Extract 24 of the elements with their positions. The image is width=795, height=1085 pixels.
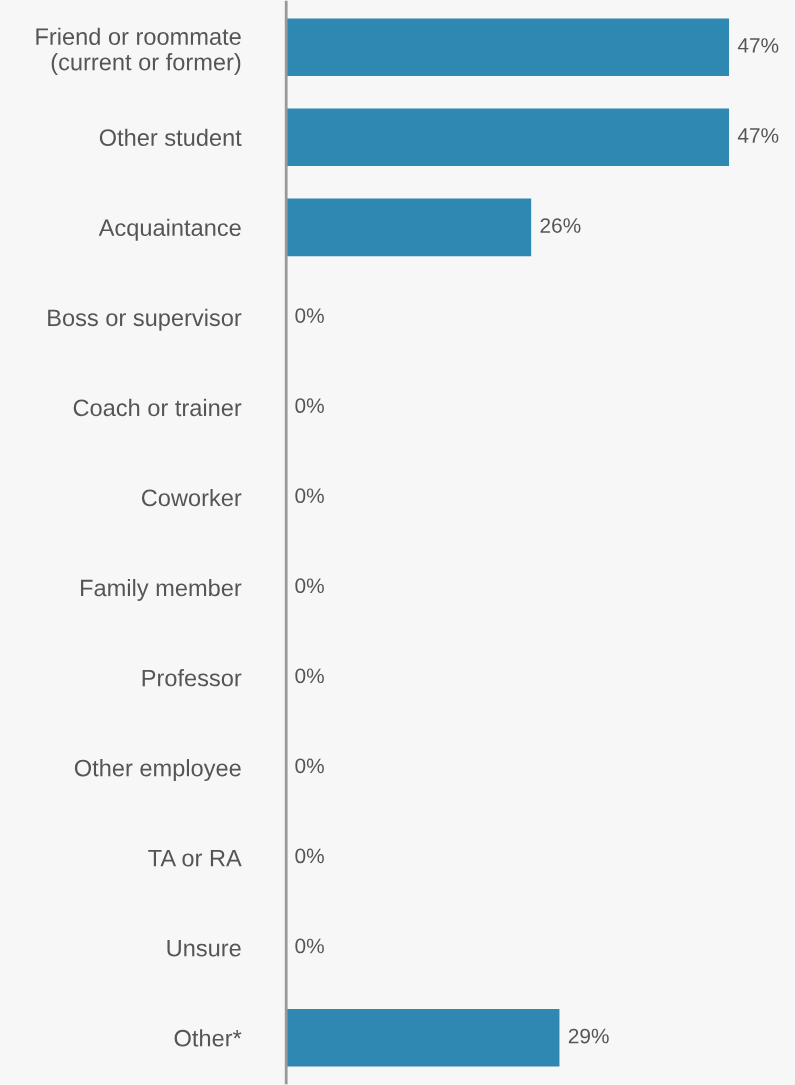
y-tick-label: Coworker <box>141 488 242 507</box>
data-label: 47% <box>737 38 779 53</box>
y-tick-label: Other* <box>174 1029 242 1047</box>
data-label: 0% <box>295 668 324 684</box>
data-label: 0% <box>295 308 324 323</box>
y-tick-label: TA or RA <box>148 850 242 867</box>
data-label: 0% <box>295 398 324 414</box>
y-tick-label: Other student <box>99 128 242 147</box>
y-tick-label: Acquaintance <box>98 218 241 241</box>
data-label: 0% <box>295 578 324 594</box>
data-label: 0% <box>295 488 324 504</box>
data-label: 47% <box>737 128 779 143</box>
data-label: 0% <box>295 848 324 864</box>
y-tick-label: Unsure <box>167 940 241 957</box>
y-tick-label: Family member <box>81 578 242 601</box>
y-tick-label: Other employee <box>74 759 241 782</box>
y-tick-label: Boss or supervisor <box>48 308 242 331</box>
y-tick-label: Professor <box>142 669 242 687</box>
data-label: 0% <box>295 758 324 774</box>
y-tick-label: Coach or trainer <box>73 398 242 417</box>
y-tick-label: Friend or roommate (current or former) <box>36 27 241 76</box>
data-label: 26% <box>540 218 581 233</box>
data-label: 0% <box>295 938 324 954</box>
data-label: 29% <box>568 1028 609 1044</box>
